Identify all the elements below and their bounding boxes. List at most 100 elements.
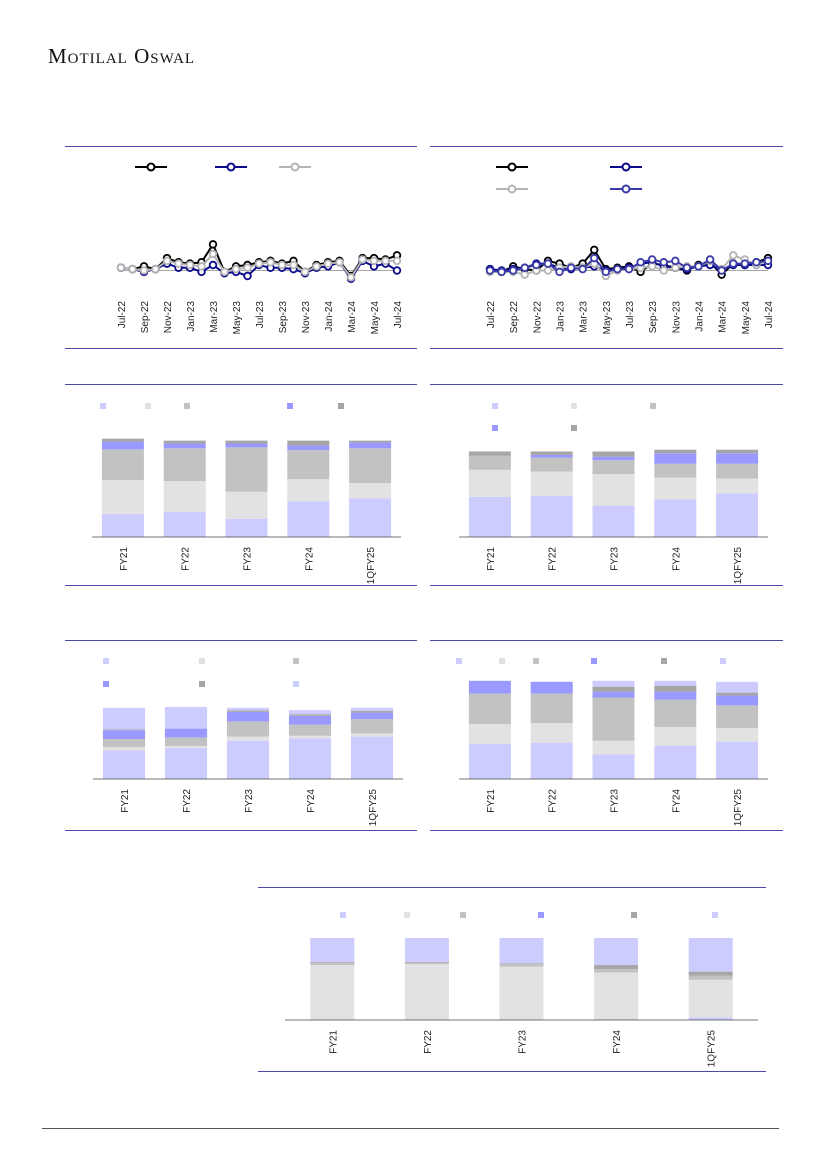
bar-segment (350, 711, 394, 713)
bar-segment (716, 727, 759, 742)
bar-segment (349, 483, 392, 499)
bar-segment (594, 965, 639, 970)
data-point (705, 255, 715, 264)
bar-segment (654, 699, 697, 727)
data-point (763, 256, 773, 266)
data-point (300, 267, 310, 277)
category-label: 1QFY25 (368, 789, 379, 827)
data-point (659, 258, 668, 267)
data-point (254, 259, 264, 268)
x-tick-label: Sep-23 (648, 301, 659, 334)
legend-swatch (293, 681, 299, 687)
legend-swatch (499, 658, 505, 664)
bar-segment (592, 474, 635, 506)
data-point (312, 262, 321, 271)
data-point (162, 256, 172, 266)
legend-swatch (293, 658, 299, 664)
x-tick-label: May-24 (741, 301, 752, 335)
bar-segment (164, 747, 208, 779)
category-label: FY22 (548, 547, 559, 571)
bar-segment (288, 715, 332, 725)
bar-segment (287, 479, 330, 502)
legend-swatch (103, 681, 109, 687)
data-point (346, 273, 356, 282)
bar-segment (592, 456, 635, 461)
category-label: FY22 (423, 1030, 434, 1054)
data-point (566, 263, 576, 272)
x-tick-label: Mar-24 (347, 301, 358, 333)
data-point (497, 267, 506, 277)
legend-swatch (199, 658, 205, 664)
data-point (289, 260, 298, 270)
bar-segment (716, 705, 759, 728)
data-point (392, 256, 402, 266)
legend-marker-3 (290, 162, 300, 172)
data-point (520, 270, 529, 279)
bar-segment (288, 714, 332, 716)
data-point (151, 264, 160, 274)
category-label: FY21 (486, 789, 497, 813)
bar-segment (716, 449, 759, 454)
bar-segment (163, 440, 206, 444)
bar-segment (592, 754, 635, 779)
bar-segment (226, 740, 270, 779)
data-point (752, 258, 761, 267)
category-label: 1QFY25 (733, 789, 744, 827)
x-tick-label: Jan-23 (186, 301, 197, 332)
category-label: FY24 (671, 547, 682, 571)
bar-segment (225, 518, 268, 537)
bar-segment (654, 726, 697, 746)
bar-segment (499, 938, 544, 964)
data-point (647, 255, 657, 264)
category-label: FY24 (612, 1030, 623, 1054)
chart-panel-1: Jul-22 Sep-22 Nov-22 Jan-23 Mar-23 May-23 Jul-… (65, 146, 417, 349)
data-point (555, 267, 564, 277)
legend-marker-3 (507, 184, 517, 194)
data-point (694, 262, 703, 271)
category-label: FY22 (181, 547, 192, 571)
bar-segment (349, 440, 392, 443)
data-point (729, 259, 738, 268)
category-label: FY24 (304, 547, 315, 571)
bar-segment (164, 707, 208, 729)
bar-segment (530, 742, 573, 779)
category-label: FY24 (306, 789, 317, 813)
bar-segment (592, 697, 635, 741)
bar-segment (592, 505, 635, 537)
x-tick-label: Jul-23 (255, 301, 266, 329)
legend-swatch (631, 912, 637, 918)
bar-segment (163, 511, 206, 537)
x-tick-label: Jul-23 (625, 301, 636, 329)
bar-segment (287, 450, 330, 480)
x-tick-label: Jan-23 (556, 301, 567, 332)
bar-segment (404, 964, 449, 1020)
data-point (671, 263, 680, 272)
bar-segment (530, 471, 573, 496)
bar-segment (530, 457, 573, 472)
data-point (220, 267, 229, 277)
chart-panel-6: FY21 FY22 FY23 FY24 1QFY25 (430, 640, 783, 831)
bar-segment (226, 711, 270, 722)
bar-chart-6: FY21 FY22 FY23 FY24 1QFY25 (456, 658, 768, 827)
bar-segment (102, 739, 146, 747)
x-tick-label: Nov-23 (671, 301, 682, 334)
category-label: FY21 (119, 547, 130, 571)
bar-segment (716, 453, 759, 464)
category-label: FY24 (671, 789, 682, 813)
x-tick-label: Mar-23 (579, 301, 590, 333)
bar-segment (101, 449, 144, 481)
legend-swatch (287, 403, 293, 409)
bar-segment (468, 743, 511, 779)
bar-segment (716, 741, 759, 779)
x-tick-label: Jul-22 (486, 301, 497, 329)
footer-rule (42, 1128, 779, 1129)
bar-segment (349, 498, 392, 537)
data-point (197, 262, 206, 271)
data-point (740, 259, 750, 268)
data-point (243, 263, 252, 272)
x-tick-label: Jan-24 (695, 301, 706, 332)
bar-segment (688, 979, 733, 1018)
bar-segment (594, 969, 639, 973)
legend-marker-2 (621, 162, 631, 172)
data-point (208, 260, 218, 270)
